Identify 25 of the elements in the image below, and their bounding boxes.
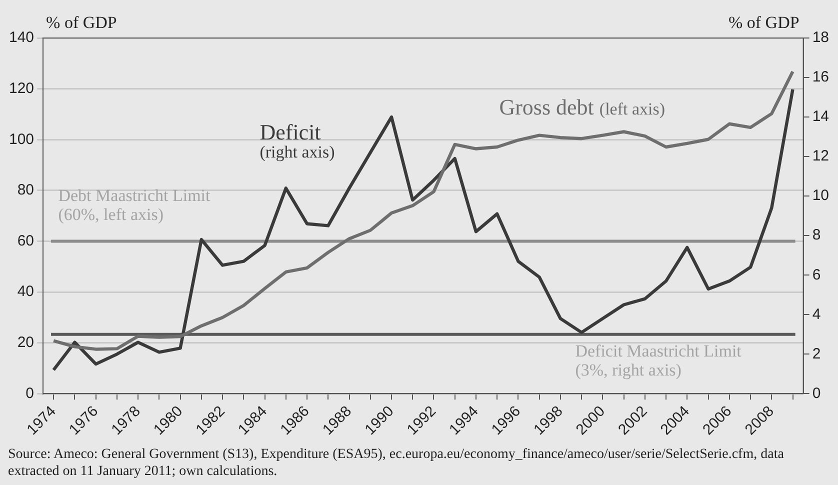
ref-line-label: Deficit Maastricht Limit (3%, right axis) — [575, 341, 742, 380]
y-tick-label: 40 — [17, 283, 34, 300]
series-label: Gross debt (left axis) — [499, 94, 666, 120]
y-tick-label: 20 — [17, 334, 34, 352]
y2-tick-label: 12 — [812, 148, 830, 165]
y2-tick-label: 18 — [812, 29, 830, 46]
y2-tick-label: 10 — [812, 187, 830, 204]
y2-tick-label: 4 — [812, 306, 821, 323]
y2-axis-title: % of GDP — [728, 12, 800, 32]
y-tick-label: 120 — [8, 80, 34, 97]
series-label: Deficit (right axis) — [260, 119, 335, 162]
y2-tick-label: 6 — [812, 266, 821, 284]
y-tick-label: 0 — [26, 384, 34, 402]
y2-tick-label: 2 — [812, 345, 821, 362]
y2-tick-label: 16 — [812, 68, 830, 86]
y2-tick-label: 8 — [812, 226, 821, 244]
source-note: Source: Ameco: General Government (S13), Expenditure (ESA95), ec.europa.eu/economy_finance/ameco/user/serie/SelectSerie.cfm, data extracted on 11 January 2011; own calculations. — [8, 446, 785, 480]
y2-tick-label: 14 — [812, 108, 830, 126]
y-tick-label: 140 — [8, 29, 34, 46]
ref-line-label: Debt Maastricht Limit (60%, left axis) — [58, 186, 211, 224]
y-tick-label: 100 — [8, 130, 34, 148]
y-tick-label: 80 — [17, 182, 34, 199]
y-axis-title: % of GDP — [46, 12, 117, 32]
y-tick-label: 60 — [17, 232, 34, 250]
y2-tick-label: 0 — [812, 384, 821, 402]
